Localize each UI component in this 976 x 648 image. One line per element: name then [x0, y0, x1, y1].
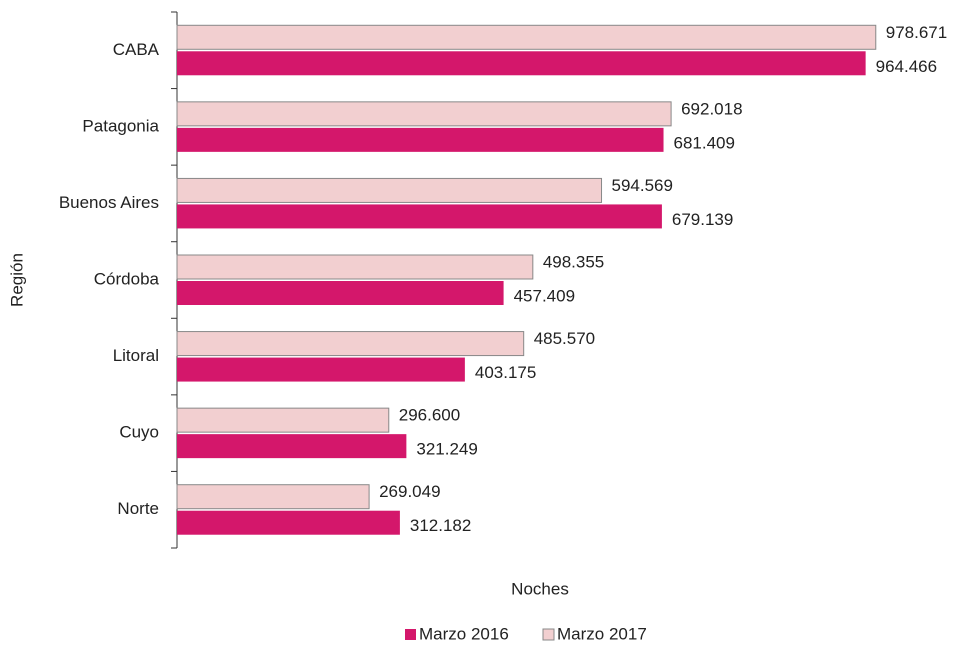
- bar: [176, 484, 370, 510]
- value-label: 403.175: [475, 363, 536, 382]
- legend-label: Marzo 2016: [419, 624, 509, 643]
- value-label: 978.671: [886, 23, 947, 42]
- bar: [177, 434, 407, 459]
- value-label: 312.182: [410, 516, 471, 535]
- y-tick-label: Patagonia: [82, 116, 159, 135]
- bar: [177, 357, 465, 382]
- value-label: 594.569: [612, 176, 673, 195]
- bar: [176, 101, 672, 127]
- y-tick-label: Norte: [117, 499, 159, 518]
- bar: [177, 51, 866, 76]
- value-label: 485.570: [534, 329, 595, 348]
- value-label: 681.409: [674, 133, 735, 152]
- value-label: 679.139: [672, 210, 733, 229]
- bar: [177, 204, 662, 229]
- y-tick-label: CABA: [113, 40, 160, 59]
- bar: [176, 24, 877, 50]
- legend-swatch: [405, 629, 416, 640]
- value-label: 692.018: [681, 99, 742, 118]
- value-label: 964.466: [876, 57, 937, 76]
- bar: [176, 407, 390, 433]
- bar: [176, 254, 534, 280]
- y-tick-label: Buenos Aires: [59, 193, 159, 212]
- y-tick-label: Cuyo: [119, 423, 159, 442]
- bar: [176, 331, 525, 357]
- legend-swatch: [542, 628, 555, 641]
- value-label: 296.600: [399, 406, 460, 425]
- bar: [176, 177, 603, 203]
- y-tick-label: Litoral: [113, 346, 159, 365]
- bar: [177, 281, 504, 305]
- x-axis-title: Noches: [511, 579, 569, 598]
- y-axis-title: Región: [7, 253, 26, 307]
- bar: [177, 127, 664, 152]
- value-label: 321.249: [416, 440, 477, 459]
- value-label: 269.049: [379, 482, 440, 501]
- bar: [177, 510, 400, 535]
- y-tick-label: Córdoba: [94, 269, 160, 288]
- legend-label: Marzo 2017: [557, 624, 647, 643]
- value-label: 457.409: [514, 286, 575, 305]
- value-label: 498.355: [543, 252, 604, 271]
